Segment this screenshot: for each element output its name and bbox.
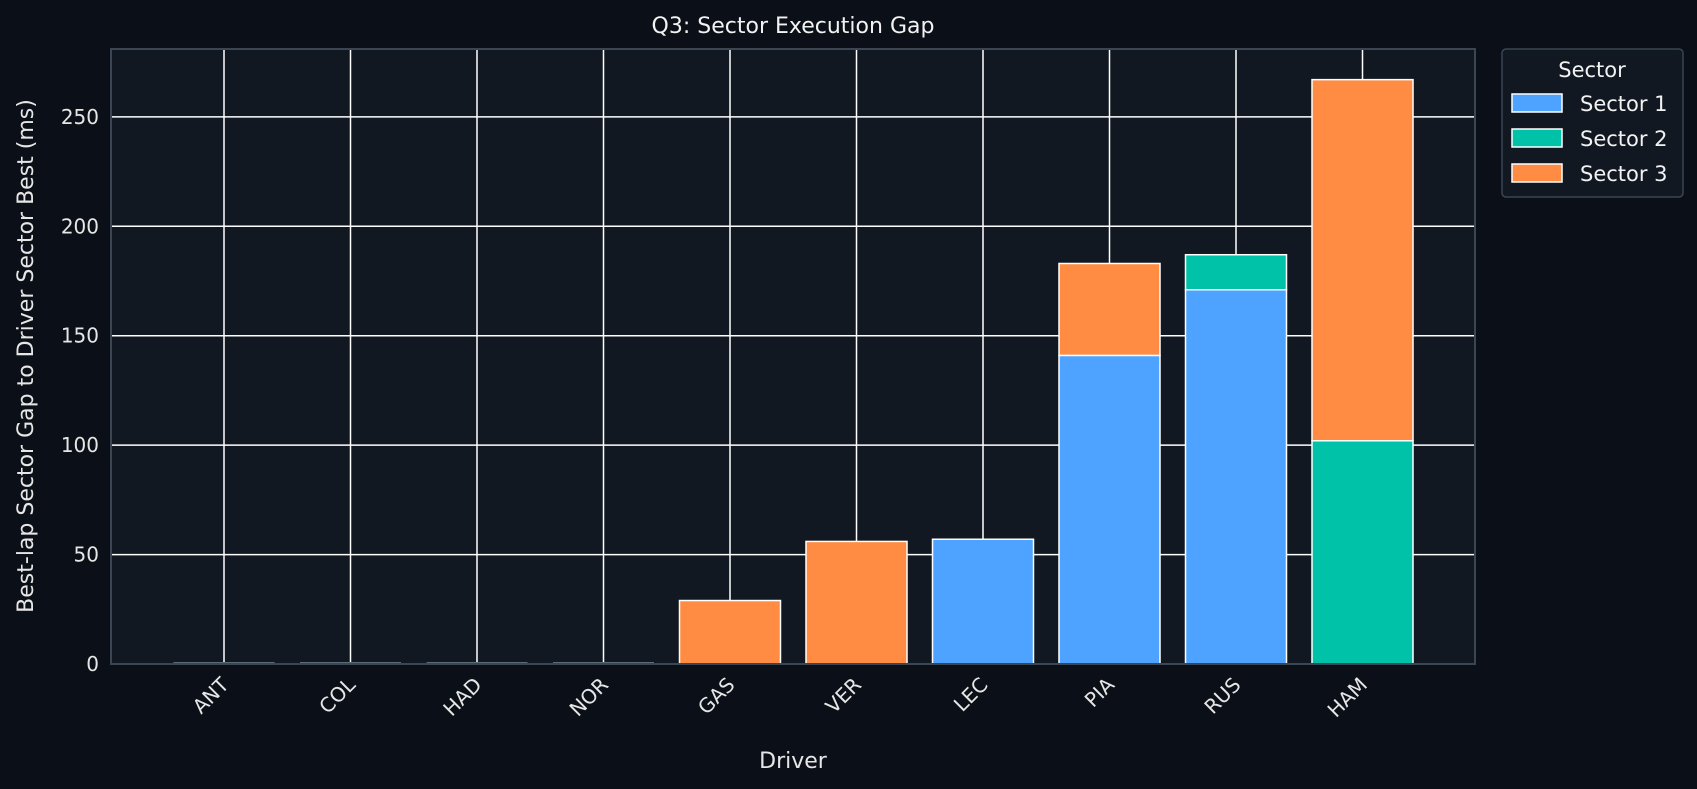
y-tick-label: 200 (61, 214, 99, 238)
legend-box (1501, 48, 1684, 198)
legend-swatch-1 (1511, 93, 1563, 113)
legend-label-1: Sector 1 (1580, 92, 1668, 116)
bar-ham-series-2 (1311, 440, 1414, 665)
legend-label-2: Sector 2 (1580, 127, 1668, 151)
plot-frame (110, 48, 1476, 665)
bar-pia-series-3 (1058, 262, 1161, 357)
legend: Sector Sector 1 Sector 2 Sector 3 (1501, 48, 1684, 198)
bar-lec-series-1 (931, 538, 1035, 665)
chart-title: Q3: Sector Execution Gap (652, 14, 935, 39)
legend-label-3: Sector 3 (1580, 162, 1668, 186)
bar-ver-series-3 (805, 540, 908, 665)
legend-title: Sector (1558, 58, 1626, 82)
legend-swatch-3 (1511, 163, 1563, 183)
y-axis-title: Best-lap Sector Gap to Driver Sector Bes… (14, 99, 39, 613)
bar-rus-series-2 (1184, 253, 1288, 291)
bar-pia-series-1 (1058, 354, 1161, 665)
x-axis-title: Driver (759, 749, 828, 774)
bar-gas-series-3 (678, 599, 782, 665)
y-tick-label: 0 (86, 652, 99, 676)
legend-swatch-2 (1511, 128, 1563, 148)
y-tick-label: 250 (61, 105, 99, 129)
bar-ham-series-3 (1311, 78, 1414, 442)
y-tick-label: 150 (61, 324, 99, 348)
y-tick-label: 100 (61, 433, 99, 457)
bar-rus-series-1 (1184, 288, 1288, 665)
y-tick-label: 50 (74, 543, 99, 567)
legend-items: Sector 1 Sector 2 Sector 3 (1511, 92, 1668, 186)
